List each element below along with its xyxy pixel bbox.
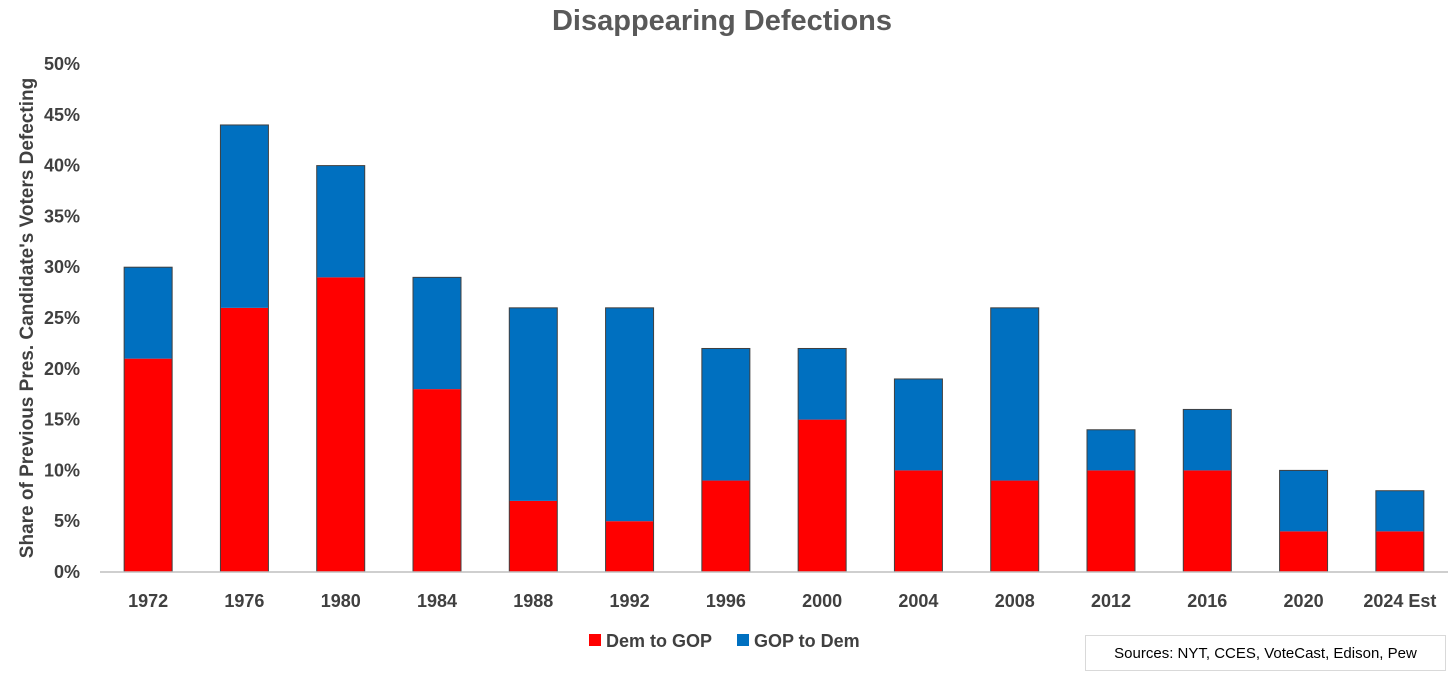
bar-dem-to-gop-1988 (509, 500, 558, 572)
legend-label: GOP to Dem (754, 631, 860, 651)
y-tick-label: 30% (44, 257, 80, 277)
x-tick-label: 1976 (224, 591, 264, 611)
bar-dem-to-gop-2024-est (1375, 531, 1424, 572)
bar-dem-to-gop-1976 (220, 307, 269, 572)
x-tick-label: 2020 (1284, 591, 1324, 611)
bar-dem-to-gop-1984 (413, 389, 461, 572)
legend-label: Dem to GOP (606, 631, 712, 651)
chart-title: Disappearing Defections (552, 5, 892, 37)
bar-dem-to-gop-1980 (316, 277, 365, 572)
y-tick-label: 5% (54, 511, 80, 531)
legend: Dem to GOP GOP to Dem (589, 631, 860, 651)
x-tick-label: 1988 (513, 591, 553, 611)
bar-dem-to-gop-1972 (124, 358, 173, 572)
bars (123, 124, 1425, 573)
y-tick-label: 25% (44, 308, 80, 328)
bar-dem-to-gop-1996 (701, 480, 750, 572)
y-axis-label: Share of Previous Pres. Candidate's Vote… (17, 78, 38, 558)
y-tick-label: 35% (44, 206, 80, 226)
bar-gop-to-dem-2008 (990, 307, 1039, 481)
y-tick-label: 15% (44, 410, 80, 430)
bar-gop-to-dem-1984 (413, 277, 461, 390)
legend-swatch (589, 634, 601, 646)
y-tick-label: 40% (44, 156, 80, 176)
bar-gop-to-dem-1988 (509, 307, 558, 501)
x-tick-label: 1984 (417, 591, 457, 611)
bar-dem-to-gop-2012 (1087, 470, 1135, 572)
x-axis-ticks: 1972 1976 1980 1984 1988 1992 1996 2000 2004 2008… (128, 591, 1436, 611)
bar-gop-to-dem-2020 (1279, 470, 1328, 532)
bar-dem-to-gop-2016 (1183, 470, 1232, 572)
bar-dem-to-gop-1992 (605, 521, 654, 572)
bar-dem-to-gop-2008 (990, 480, 1039, 572)
bar-dem-to-gop-2020 (1279, 531, 1328, 572)
y-tick-label: 0% (54, 562, 80, 582)
x-tick-label: 2008 (995, 591, 1035, 611)
legend-swatch (737, 634, 749, 646)
bar-gop-to-dem-2024-est (1375, 490, 1424, 532)
bar-gop-to-dem-1976 (220, 124, 269, 308)
y-tick-label: 50% (44, 54, 80, 74)
x-tick-label: 1980 (321, 591, 361, 611)
x-tick-label: 2024 Est (1363, 591, 1436, 611)
y-tick-label: 20% (44, 359, 80, 379)
y-tick-label: 10% (44, 460, 80, 480)
x-tick-label: 2004 (898, 591, 938, 611)
bar-dem-to-gop-2004 (894, 470, 943, 572)
bar-gop-to-dem-1992 (605, 307, 654, 522)
x-tick-label: 2012 (1091, 591, 1131, 611)
x-tick-label: 1992 (610, 591, 650, 611)
x-tick-label: 2016 (1187, 591, 1227, 611)
sources-note: Sources: NYT, CCES, VoteCast, Edison, Pe… (1085, 635, 1446, 671)
x-tick-label: 1972 (128, 591, 168, 611)
bar-gop-to-dem-1996 (701, 348, 750, 481)
x-tick-label: 1996 (706, 591, 746, 611)
x-tick-label: 2000 (802, 591, 842, 611)
bar-gop-to-dem-1972 (124, 267, 173, 359)
y-axis-ticks: 0% 5% 10% 15% 20% 25% 30% 35% 40% 45% 50% (44, 54, 80, 582)
bar-gop-to-dem-2012 (1087, 429, 1135, 471)
bar-dem-to-gop-2000 (798, 419, 847, 572)
bar-gop-to-dem-2000 (798, 348, 847, 420)
bar-gop-to-dem-1980 (316, 165, 365, 278)
y-tick-label: 45% (44, 105, 80, 125)
bar-gop-to-dem-2016 (1183, 409, 1232, 471)
bar-gop-to-dem-2004 (894, 378, 943, 471)
